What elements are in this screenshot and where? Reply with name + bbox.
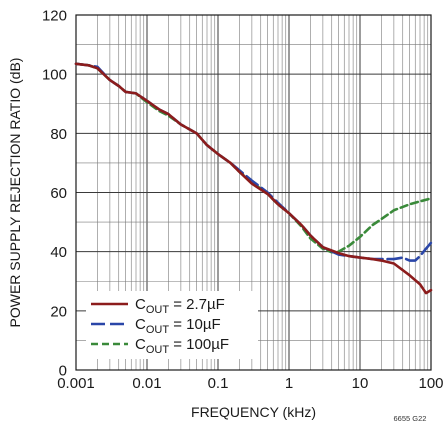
figure-id: 6655 G22 [394, 414, 427, 423]
series-lines [74, 62, 433, 295]
legend-label: COUT = 10µF [135, 316, 221, 336]
x-tick-label: 0.1 [208, 375, 229, 392]
x-tick-label: 100 [418, 375, 443, 392]
y-tick-label: 40 [50, 244, 67, 261]
y-tick-label: 20 [50, 303, 67, 320]
x-tick-label: 0.01 [132, 375, 161, 392]
x-tick-label: 0.001 [57, 375, 95, 392]
series-line [74, 62, 433, 295]
x-tick-label: 10 [352, 375, 369, 392]
legend-label: COUT = 2.7µF [135, 296, 225, 316]
x-tick-labels: 0.001 0.01 0.1 1 10 100 [57, 375, 443, 392]
legend-label: COUT = 100µF [135, 336, 229, 356]
y-tick-label: 100 [42, 67, 67, 84]
y-tick-label: 120 [42, 8, 67, 25]
y-axis-label: POWER SUPPLY REJECTION RATIO (dB) [7, 58, 23, 328]
y-tick-label: 0 [59, 363, 67, 380]
y-tick-label: 80 [50, 126, 67, 143]
x-axis-label: FREQUENCY (kHz) [191, 404, 316, 420]
y-tick-label: 60 [50, 185, 67, 202]
y-tick-labels: 0 20 40 60 80 100 120 [42, 8, 67, 380]
plot-frame [75, 14, 432, 371]
x-tick-label: 1 [285, 375, 293, 392]
